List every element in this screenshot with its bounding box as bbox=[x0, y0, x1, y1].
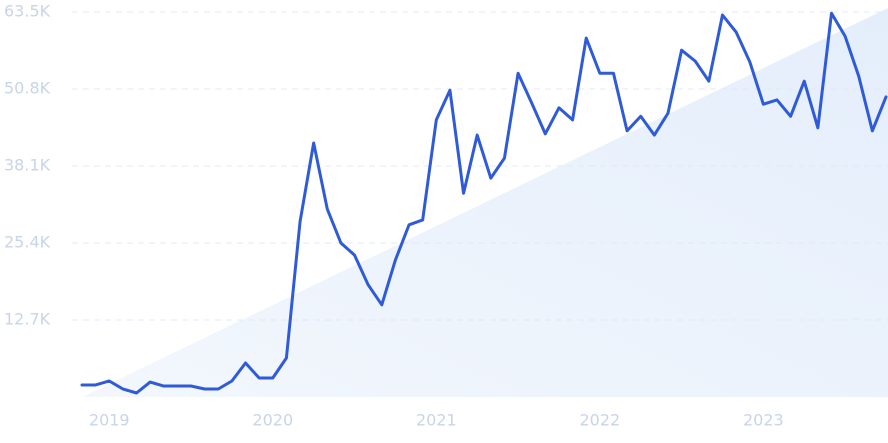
x-tick-label: 2019 bbox=[89, 411, 130, 430]
y-tick-label: 38.1K bbox=[4, 156, 51, 175]
y-tick-label: 12.7K bbox=[4, 310, 51, 329]
x-tick-label: 2020 bbox=[252, 411, 293, 430]
y-tick-label: 63.5K bbox=[4, 2, 51, 21]
y-tick-label: 50.8K bbox=[4, 79, 51, 98]
x-tick-label: 2023 bbox=[743, 411, 784, 430]
data-line bbox=[80, 11, 888, 395]
y-tick-label: 25.4K bbox=[4, 233, 51, 252]
background-triangle bbox=[82, 8, 888, 397]
x-tick-label: 2021 bbox=[416, 411, 457, 430]
x-tick-label: 2022 bbox=[579, 411, 620, 430]
